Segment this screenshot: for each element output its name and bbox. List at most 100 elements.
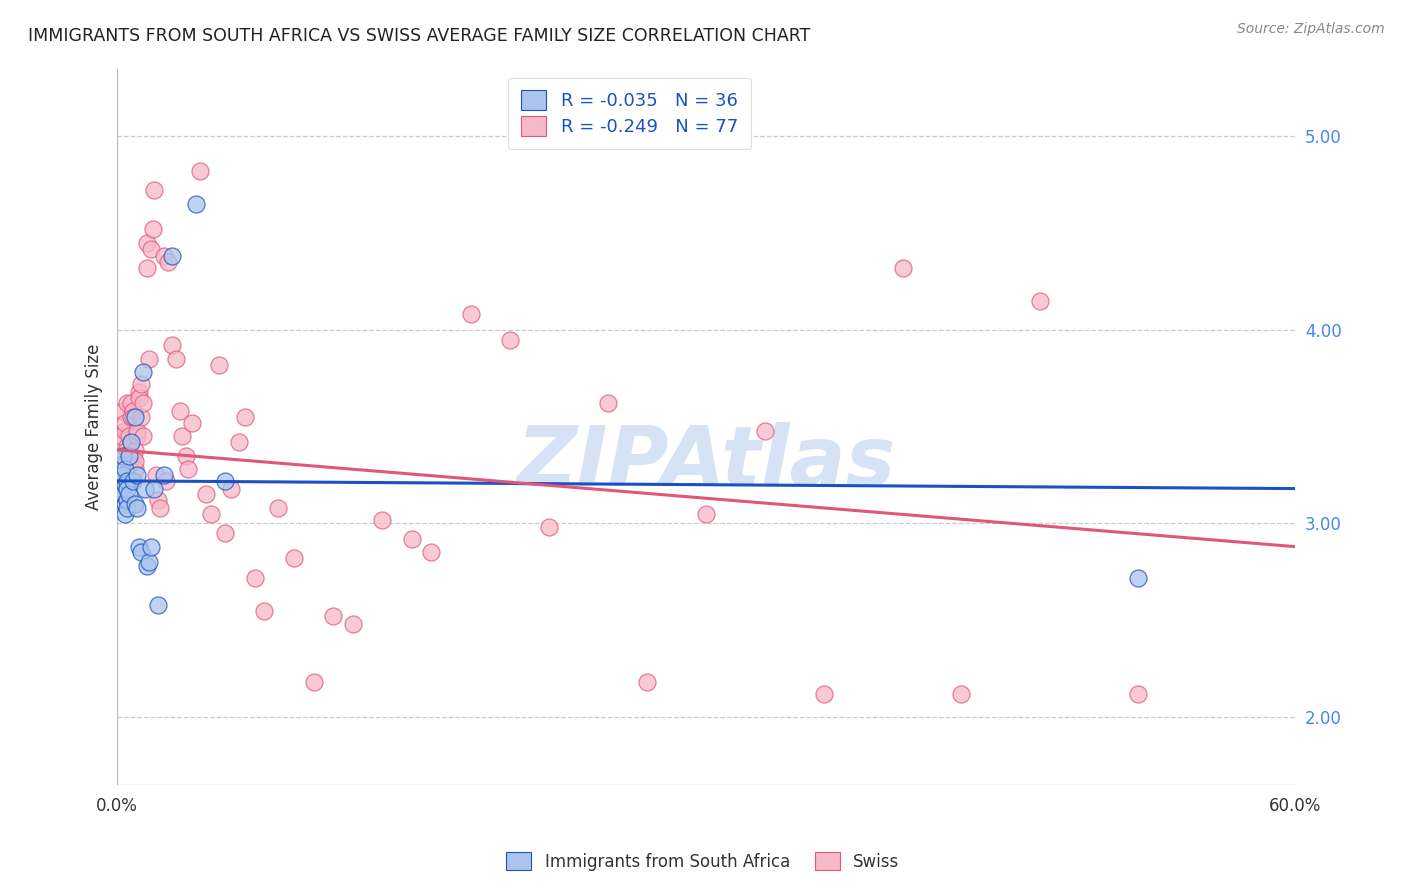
Legend: R = -0.035   N = 36, R = -0.249   N = 77: R = -0.035 N = 36, R = -0.249 N = 77 (509, 78, 751, 149)
Point (118, 458, 141, 473)
Point (115, 439, 138, 453)
Point (122, 474, 145, 488)
Point (143, 482, 166, 496)
Point (112, 404, 135, 418)
Point (538, 520, 561, 534)
Point (122, 404, 145, 418)
Point (115, 396, 138, 410)
Point (322, 609, 344, 624)
Point (115, 442, 138, 457)
Text: Source: ZipAtlas.com: Source: ZipAtlas.com (1237, 22, 1385, 37)
Point (108, 474, 131, 488)
Point (118, 487, 141, 501)
Point (184, 197, 207, 211)
Point (145, 468, 167, 483)
Point (194, 487, 217, 501)
Point (169, 404, 191, 418)
Point (129, 545, 152, 559)
Point (125, 424, 148, 438)
Point (128, 384, 150, 399)
Point (165, 351, 187, 366)
Point (118, 449, 141, 463)
Point (112, 449, 135, 463)
Point (112, 468, 135, 483)
Point (371, 512, 394, 526)
Point (636, 675, 658, 690)
Point (124, 454, 146, 468)
Point (122, 449, 145, 463)
Point (950, 687, 973, 701)
Point (115, 493, 138, 508)
Point (128, 391, 150, 405)
Point (129, 377, 152, 392)
Point (132, 396, 155, 410)
Text: ZIPAtlas: ZIPAtlas (516, 422, 896, 503)
Point (148, 493, 170, 508)
Point (141, 222, 163, 236)
Point (813, 687, 835, 701)
Point (114, 497, 136, 511)
Point (1126, 687, 1149, 701)
Point (177, 462, 200, 476)
Point (124, 442, 146, 457)
Point (174, 449, 197, 463)
Point (114, 507, 136, 521)
Point (149, 500, 172, 515)
Point (200, 507, 222, 521)
Point (125, 429, 148, 443)
Point (302, 675, 325, 690)
Point (134, 482, 156, 496)
Point (1029, 293, 1052, 308)
Point (138, 555, 160, 569)
Point (110, 482, 132, 496)
Point (214, 526, 236, 541)
Point (129, 409, 152, 424)
Point (420, 545, 443, 559)
Point (138, 351, 160, 366)
Point (135, 559, 157, 574)
Point (155, 474, 177, 488)
Point (596, 396, 619, 410)
Point (267, 500, 290, 515)
Point (124, 497, 146, 511)
Point (125, 500, 148, 515)
Point (143, 184, 166, 198)
Point (120, 435, 142, 450)
Point (243, 571, 266, 585)
Point (228, 435, 250, 450)
Point (214, 474, 236, 488)
Point (118, 474, 141, 488)
Text: IMMIGRANTS FROM SOUTH AFRICA VS SWISS AVERAGE FAMILY SIZE CORRELATION CHART: IMMIGRANTS FROM SOUTH AFRICA VS SWISS AV… (28, 27, 810, 45)
Point (112, 449, 135, 463)
Point (124, 462, 146, 476)
Point (283, 551, 305, 566)
Point (120, 396, 142, 410)
Point (132, 366, 155, 380)
Point (114, 424, 136, 438)
Point (115, 500, 138, 515)
Point (124, 409, 146, 424)
Y-axis label: Average Family Size: Average Family Size (86, 343, 103, 510)
Point (891, 260, 914, 275)
Point (499, 333, 522, 347)
Point (122, 409, 145, 424)
Point (112, 487, 135, 501)
Point (125, 468, 148, 483)
Point (160, 338, 183, 352)
Point (219, 482, 242, 496)
Point (1126, 571, 1149, 585)
Point (233, 409, 256, 424)
Point (139, 242, 162, 256)
Point (401, 532, 423, 546)
Point (115, 474, 138, 488)
Point (253, 603, 276, 617)
Point (120, 435, 142, 450)
Point (110, 458, 132, 473)
Point (460, 307, 482, 321)
Point (135, 235, 157, 250)
Point (132, 429, 155, 443)
Legend: Immigrants from South Africa, Swiss: Immigrants from South Africa, Swiss (498, 844, 908, 880)
Point (153, 468, 176, 483)
Point (115, 482, 138, 496)
Point (160, 249, 183, 263)
